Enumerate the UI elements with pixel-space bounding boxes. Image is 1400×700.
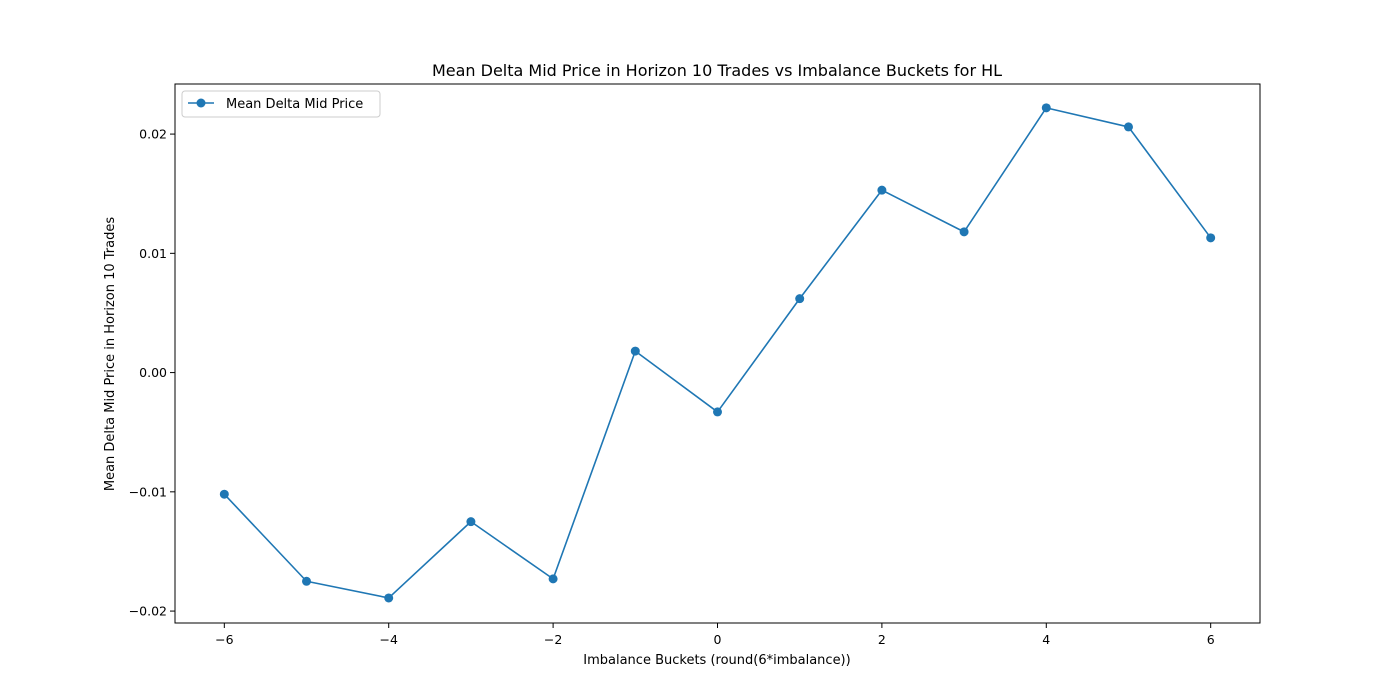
x-tick-label: 0 bbox=[714, 632, 722, 647]
data-point bbox=[713, 407, 722, 417]
x-tick-label: −2 bbox=[544, 632, 562, 647]
y-tick-label: −0.02 bbox=[129, 604, 167, 619]
x-tick-label: −4 bbox=[379, 632, 397, 647]
chart-title: Mean Delta Mid Price in Horizon 10 Trade… bbox=[432, 61, 1002, 80]
y-tick-label: 0.01 bbox=[139, 246, 167, 261]
y-tick-label: 0.00 bbox=[139, 365, 167, 380]
x-axis: −6 −4 −2 0 2 4 6 bbox=[215, 623, 1215, 647]
data-point bbox=[877, 185, 887, 195]
data-point bbox=[384, 593, 394, 603]
x-axis-label: Imbalance Buckets (round(6*imbalance)) bbox=[583, 653, 850, 668]
data-point bbox=[219, 489, 229, 499]
legend: Mean Delta Mid Price bbox=[181, 90, 381, 118]
data-point bbox=[959, 227, 969, 237]
data-point bbox=[1041, 103, 1051, 113]
data-point bbox=[1206, 233, 1216, 243]
legend-label: Mean Delta Mid Price bbox=[226, 97, 363, 112]
plot-area bbox=[174, 83, 1261, 624]
data-point bbox=[630, 346, 640, 356]
x-tick-label: 4 bbox=[1042, 632, 1050, 647]
legend-box bbox=[181, 90, 381, 118]
y-tick-label: 0.02 bbox=[139, 127, 167, 142]
data-point bbox=[1123, 122, 1133, 132]
x-tick-label: 2 bbox=[878, 632, 886, 647]
series-line bbox=[223, 107, 1212, 599]
data-point bbox=[466, 517, 476, 527]
data-point bbox=[302, 576, 312, 586]
y-axis: −0.02 −0.01 0.00 0.01 0.02 bbox=[129, 127, 175, 619]
series-mean-delta-mid-price bbox=[219, 103, 1216, 603]
y-tick-label: −0.01 bbox=[129, 484, 167, 499]
y-axis-label: Mean Delta Mid Price in Horizon 10 Trade… bbox=[103, 217, 118, 492]
legend-point-marker bbox=[196, 98, 206, 108]
x-tick-label: −6 bbox=[215, 632, 233, 647]
data-point bbox=[548, 574, 558, 584]
data-point bbox=[795, 294, 805, 304]
x-tick-label: 6 bbox=[1207, 632, 1215, 647]
